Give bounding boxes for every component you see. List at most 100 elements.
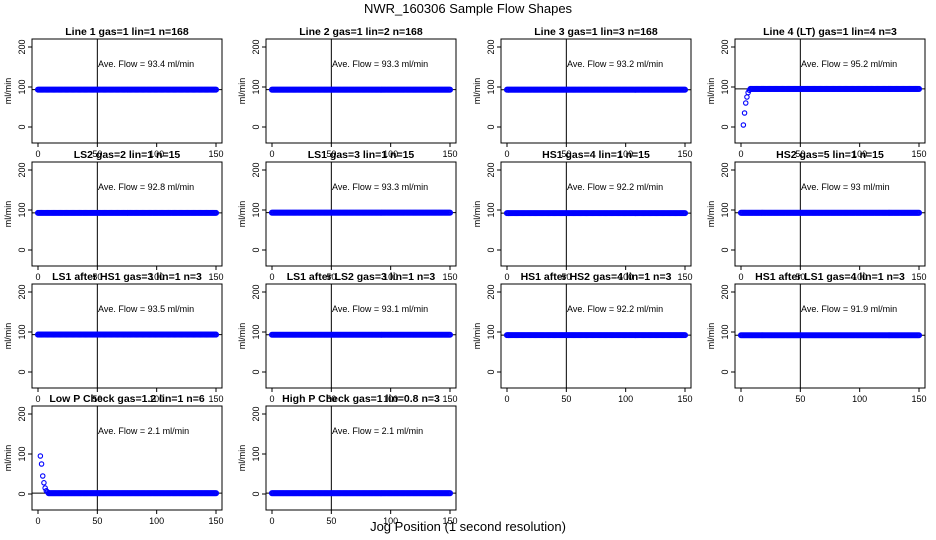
- data-point: [446, 331, 454, 338]
- y-tick-label: 100: [17, 79, 27, 94]
- x-tick-label: 50: [326, 394, 336, 404]
- average-flow-annotation: Ave. Flow = 92.2 ml/min: [567, 182, 663, 192]
- plot-frame: [265, 38, 457, 144]
- average-flow-annotation: Ave. Flow = 92.2 ml/min: [567, 304, 663, 314]
- x-tick-label: 150: [208, 149, 223, 159]
- x-tick-label: 50: [795, 272, 805, 282]
- y-tick-label: 200: [251, 284, 261, 299]
- y-tick-label: 100: [17, 202, 27, 217]
- y-tick-label: 0: [251, 124, 261, 129]
- x-tick-label: 100: [852, 149, 867, 159]
- data-point: [41, 480, 47, 486]
- panel-title: HS1 after LS1 gas=4 lin=1 n=3: [755, 271, 905, 283]
- x-tick-label: 100: [383, 272, 398, 282]
- x-tick-label: 0: [738, 272, 743, 282]
- x-tick-label: 100: [149, 272, 164, 282]
- panel-title: HS1 gas=4 lin=1 n=15: [542, 149, 650, 161]
- plot-frame: [500, 161, 692, 267]
- x-tick-label: 0: [504, 272, 509, 282]
- y-tick-label: 0: [486, 247, 496, 252]
- y-axis-label: ml/min: [706, 201, 716, 228]
- y-tick-label: 0: [17, 124, 27, 129]
- data-point: [740, 122, 747, 128]
- panel-13: Low P Check gas=1.2 lin=1 n=6 ml/min 0 100 2…: [3, 393, 224, 526]
- plot-frame: [31, 405, 223, 511]
- data-point: [38, 461, 45, 467]
- plot-frame: [31, 38, 223, 144]
- y-tick-label: 0: [17, 247, 27, 252]
- data-point: [42, 485, 48, 491]
- y-axis-label: ml/min: [3, 323, 13, 350]
- y-tick-label: 100: [251, 324, 261, 339]
- plot-frame: [31, 283, 223, 389]
- data-points: [34, 86, 220, 93]
- average-flow-annotation: Ave. Flow = 95.2 ml/min: [801, 59, 897, 69]
- figure-title: NWR_160306 Sample Flow Shapes: [363, 1, 573, 16]
- data-point: [742, 100, 749, 106]
- y-tick-label: 100: [251, 446, 261, 461]
- y-tick-label: 200: [251, 406, 261, 421]
- x-tick-label: 0: [35, 149, 40, 159]
- panel-12: HS1 after LS1 gas=4 lin=1 n=3 ml/min 0 100 2…: [706, 271, 927, 404]
- data-points: [737, 209, 923, 216]
- y-tick-label: 200: [720, 162, 730, 177]
- data-point: [212, 331, 220, 338]
- x-tick-label: 0: [269, 516, 274, 526]
- data-point: [446, 490, 454, 497]
- x-tick-label: 50: [561, 394, 571, 404]
- y-tick-label: 0: [251, 491, 261, 496]
- plot-frame: [734, 38, 926, 144]
- y-tick-label: 100: [251, 79, 261, 94]
- data-point: [741, 110, 748, 116]
- x-tick-label: 100: [383, 516, 398, 526]
- y-axis-label: ml/min: [237, 78, 247, 105]
- panel-14: High P Check gas=1 lin=0.8 n=3 ml/min 0 100…: [237, 393, 458, 526]
- x-tick-label: 150: [677, 272, 692, 282]
- y-tick-label: 200: [17, 162, 27, 177]
- data-point: [212, 209, 220, 216]
- data-point: [212, 490, 220, 497]
- x-tick-label: 100: [618, 149, 633, 159]
- y-tick-label: 100: [720, 324, 730, 339]
- y-tick-label: 200: [486, 39, 496, 54]
- data-points: [503, 86, 689, 93]
- x-tick-label: 150: [208, 394, 223, 404]
- data-point: [39, 473, 46, 479]
- x-tick-label: 50: [561, 272, 571, 282]
- average-flow-annotation: Ave. Flow = 2.1 ml/min: [332, 426, 423, 436]
- y-tick-label: 0: [251, 247, 261, 252]
- y-axis-label: ml/min: [237, 323, 247, 350]
- x-tick-label: 0: [269, 394, 274, 404]
- plot-frame: [31, 161, 223, 267]
- y-tick-label: 0: [486, 369, 496, 374]
- x-tick-label: 100: [149, 149, 164, 159]
- data-points: [737, 332, 923, 339]
- data-points: [34, 331, 220, 338]
- plot-frame: [265, 161, 457, 267]
- y-axis-label: ml/min: [3, 445, 13, 472]
- x-tick-label: 50: [326, 272, 336, 282]
- panel-title: Line 2 gas=1 lin=2 n=168: [299, 26, 423, 38]
- y-tick-label: 200: [17, 39, 27, 54]
- data-point: [915, 332, 923, 339]
- x-tick-label: 0: [269, 272, 274, 282]
- x-tick-label: 0: [738, 149, 743, 159]
- x-tick-label: 50: [92, 272, 102, 282]
- plot-frame: [500, 283, 692, 389]
- x-tick-label: 150: [911, 272, 926, 282]
- x-tick-label: 0: [269, 149, 274, 159]
- x-tick-label: 50: [326, 516, 336, 526]
- panel-10: LS1 after LS2 gas=3 lin=1 n=3 ml/min 0 100 2…: [237, 271, 458, 404]
- plot-frame: [265, 283, 457, 389]
- x-tick-label: 50: [92, 149, 102, 159]
- average-flow-annotation: Ave. Flow = 91.9 ml/min: [801, 304, 897, 314]
- data-points: [268, 331, 454, 338]
- figure-x-axis-label: Jog Position (1 second resolution): [370, 519, 566, 534]
- y-tick-label: 100: [17, 446, 27, 461]
- plot-frame: [734, 161, 926, 267]
- average-flow-annotation: Ave. Flow = 93.1 ml/min: [332, 304, 428, 314]
- y-axis-label: ml/min: [706, 323, 716, 350]
- panel-title: HS1 after HS2 gas=4 lin=1 n=3: [521, 271, 672, 283]
- x-tick-label: 0: [35, 272, 40, 282]
